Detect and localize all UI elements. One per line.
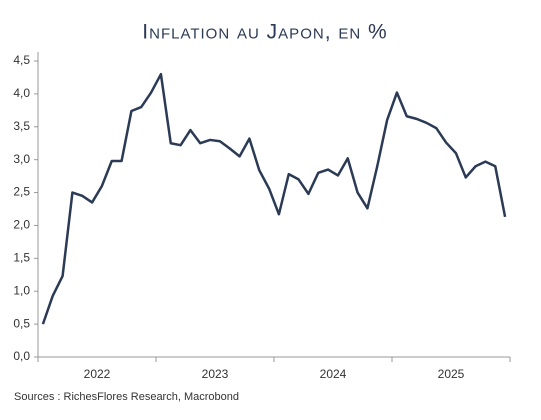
y-tick-label: 4,5 <box>13 53 30 67</box>
y-tick-label: 4,0 <box>13 86 30 100</box>
chart-title: Inflation au Japon, en % <box>142 21 387 44</box>
y-tick-label: 2,5 <box>13 185 30 199</box>
x-tick-label: 2023 <box>202 367 229 381</box>
line <box>41 72 507 325</box>
x-tick-label: 2022 <box>84 367 111 381</box>
source: Sources : RichesFlores Research, Macrobo… <box>14 391 239 403</box>
y-tick-label: 0,0 <box>13 349 30 363</box>
y-tick-label: 3,0 <box>13 152 30 166</box>
y-tick-label: 3,5 <box>13 119 30 133</box>
x-tick-label: 2024 <box>320 367 347 381</box>
y-tick-label: 1,5 <box>13 251 30 265</box>
x-tick-label: 2025 <box>438 367 465 381</box>
y-tick-label: 0,5 <box>13 316 30 330</box>
y-tick-label: 2,0 <box>13 218 30 232</box>
y-tick-label: 1,0 <box>13 283 30 297</box>
